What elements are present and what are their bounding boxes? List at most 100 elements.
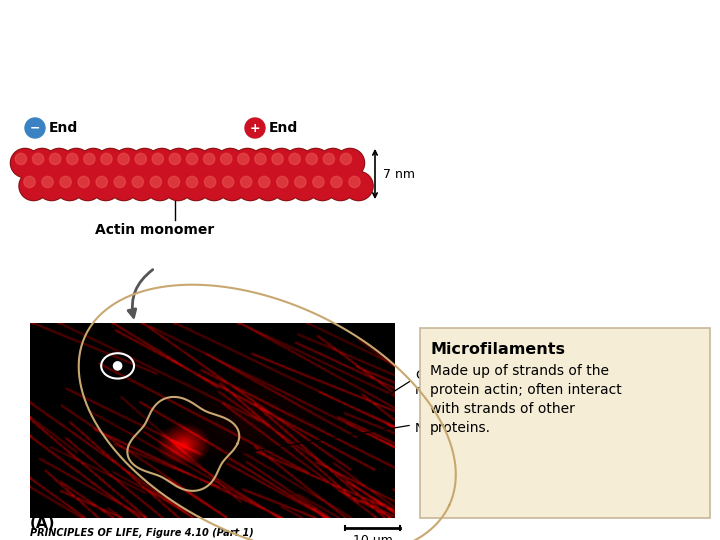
Circle shape [96, 148, 125, 178]
Circle shape [91, 171, 120, 200]
Circle shape [240, 176, 252, 187]
Text: End: End [269, 121, 298, 135]
Circle shape [251, 150, 278, 177]
Circle shape [345, 172, 372, 199]
Circle shape [96, 176, 107, 187]
Circle shape [79, 148, 108, 178]
Circle shape [250, 148, 279, 178]
Circle shape [344, 171, 373, 200]
Circle shape [25, 118, 45, 138]
Circle shape [289, 153, 300, 165]
Circle shape [62, 148, 91, 178]
Circle shape [272, 153, 283, 165]
Circle shape [306, 153, 318, 165]
Circle shape [128, 172, 156, 199]
Circle shape [169, 153, 181, 165]
Circle shape [181, 171, 211, 200]
Circle shape [199, 171, 229, 200]
Circle shape [63, 150, 90, 177]
Circle shape [217, 150, 244, 177]
Circle shape [284, 148, 313, 178]
Text: 10 μm: 10 μm [353, 534, 392, 540]
Circle shape [127, 171, 156, 200]
Circle shape [164, 172, 192, 199]
Circle shape [330, 176, 342, 187]
Text: Cell
membrane: Cell membrane [415, 369, 488, 397]
Text: (A): (A) [30, 516, 55, 531]
Circle shape [164, 148, 194, 178]
Circle shape [73, 171, 102, 200]
Circle shape [45, 150, 73, 177]
Circle shape [268, 150, 295, 177]
Circle shape [253, 171, 283, 200]
Circle shape [273, 172, 300, 199]
Circle shape [294, 176, 306, 187]
Circle shape [37, 171, 66, 200]
Circle shape [56, 172, 84, 199]
Circle shape [219, 172, 246, 199]
Circle shape [27, 148, 57, 178]
Text: Made up of strands of the
protein actin; often interact
with strands of other
pr: Made up of strands of the protein actin;… [430, 364, 622, 435]
Circle shape [336, 148, 364, 178]
Text: Microfilaments: Microfilaments [430, 342, 565, 357]
Circle shape [32, 153, 44, 165]
Circle shape [66, 153, 78, 165]
Circle shape [308, 171, 337, 200]
Text: PRINCIPLES OF LIFE, Figure 4.10 (Part 1): PRINCIPLES OF LIFE, Figure 4.10 (Part 1) [30, 528, 253, 538]
Circle shape [291, 172, 318, 199]
Circle shape [101, 153, 112, 165]
Circle shape [238, 153, 249, 165]
Circle shape [201, 172, 228, 199]
Circle shape [113, 148, 143, 178]
Circle shape [276, 176, 288, 187]
Circle shape [336, 150, 364, 177]
Circle shape [130, 148, 159, 178]
Circle shape [78, 176, 89, 187]
Circle shape [285, 150, 312, 177]
Circle shape [42, 176, 53, 187]
Text: Figure 4.10  The Cytoskeleton (Part 1): Figure 4.10 The Cytoskeleton (Part 1) [8, 6, 286, 22]
Circle shape [217, 171, 247, 200]
Circle shape [301, 148, 330, 178]
Circle shape [309, 172, 336, 199]
Circle shape [258, 176, 270, 187]
Circle shape [55, 171, 84, 200]
Circle shape [148, 148, 176, 178]
Circle shape [271, 171, 301, 200]
Circle shape [29, 150, 55, 177]
Circle shape [234, 150, 261, 177]
Circle shape [327, 172, 354, 199]
Circle shape [186, 176, 198, 187]
Text: −: − [30, 122, 40, 134]
Circle shape [74, 172, 102, 199]
Circle shape [38, 172, 65, 199]
Circle shape [183, 172, 210, 199]
Text: End: End [49, 121, 78, 135]
Circle shape [145, 171, 174, 200]
Circle shape [84, 153, 95, 165]
Circle shape [97, 150, 124, 177]
Circle shape [216, 148, 245, 178]
Text: 7 nm: 7 nm [383, 167, 415, 180]
Circle shape [60, 176, 71, 187]
Circle shape [222, 176, 234, 187]
Circle shape [341, 153, 351, 165]
Circle shape [114, 150, 141, 177]
Circle shape [12, 150, 38, 177]
Circle shape [168, 176, 179, 187]
Circle shape [24, 176, 35, 187]
Circle shape [114, 362, 122, 370]
Circle shape [166, 150, 192, 177]
Circle shape [199, 150, 227, 177]
Circle shape [320, 150, 346, 177]
Circle shape [220, 153, 232, 165]
Circle shape [290, 171, 319, 200]
Circle shape [181, 148, 211, 178]
Text: Actin monomer: Actin monomer [95, 223, 215, 237]
Circle shape [237, 172, 264, 199]
Circle shape [118, 153, 130, 165]
Circle shape [131, 150, 158, 177]
Circle shape [163, 171, 192, 200]
Circle shape [150, 176, 161, 187]
Circle shape [199, 148, 228, 178]
